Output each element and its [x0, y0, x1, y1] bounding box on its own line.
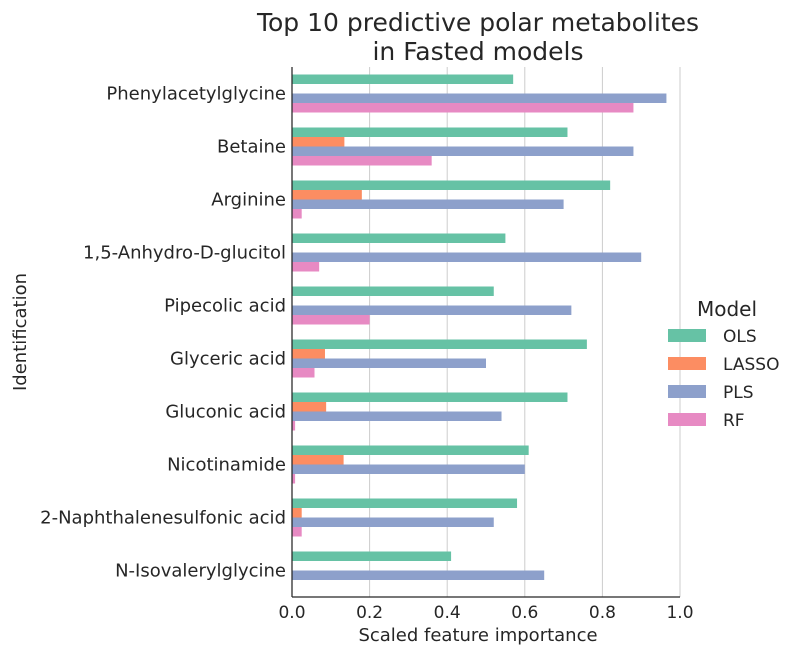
y-tick-label: N-Isovalerylglycine: [115, 561, 286, 582]
x-axis-title: Scaled feature importance: [358, 625, 597, 646]
bar-pls-1: [292, 146, 634, 156]
bar-rf-6: [292, 421, 296, 431]
bar-ols-9: [292, 551, 452, 561]
legend-swatch-pls: [668, 385, 706, 398]
x-tick-label: 0.8: [589, 603, 616, 623]
x-tick-label: 0.6: [511, 603, 538, 623]
legend-swatch-lasso: [668, 357, 706, 370]
legend-title: Model: [697, 297, 757, 321]
x-tick-label: 1.0: [666, 603, 693, 623]
bar-ols-5: [292, 339, 587, 349]
bar-ols-6: [292, 392, 568, 402]
legend-swatch-ols: [668, 329, 706, 342]
bar-rf-4: [292, 315, 370, 325]
legend-label-ols: OLS: [723, 327, 757, 347]
bar-lasso-7: [292, 455, 344, 465]
bar-ols-0: [292, 74, 514, 84]
y-tick-label: Gluconic acid: [165, 402, 286, 423]
bar-lasso-2: [292, 190, 362, 200]
axes: [291, 67, 680, 598]
bar-ols-4: [292, 286, 494, 296]
x-tick-label: 0.0: [278, 603, 305, 623]
chart-title-line-1: Top 10 predictive polar metabolites: [256, 8, 699, 37]
bar-rf-5: [292, 368, 315, 378]
bar-ols-1: [292, 127, 568, 137]
bar-rf-0: [292, 103, 634, 113]
bar-rf-2: [292, 209, 302, 219]
bar-ols-3: [292, 233, 506, 243]
bars: [292, 74, 667, 580]
y-tick-label: 2-Naphthalenesulfonic acid: [40, 508, 286, 529]
y-tick-label: Nicotinamide: [167, 455, 286, 476]
bar-ols-8: [292, 498, 518, 508]
bar-lasso-5: [292, 349, 325, 359]
bar-ols-2: [292, 180, 611, 190]
bar-lasso-8: [292, 508, 302, 518]
bar-pls-0: [292, 93, 667, 103]
bar-pls-6: [292, 411, 502, 421]
bar-pls-8: [292, 517, 494, 527]
legend-swatch-rf: [668, 413, 706, 426]
bar-pls-5: [292, 358, 486, 368]
x-tick-label: 0.2: [356, 603, 383, 623]
legend-label-lasso: LASSO: [723, 355, 779, 375]
legend-label-rf: RF: [723, 411, 745, 431]
bar-rf-7: [292, 474, 296, 484]
y-tick-label: Arginine: [211, 190, 286, 211]
bar-pls-7: [292, 464, 525, 474]
bar-lasso-6: [292, 402, 327, 412]
y-tick-label: Phenylacetylglycine: [106, 84, 286, 105]
bar-pls-9: [292, 570, 545, 580]
legend: Model OLS LASSO PLS RF: [668, 297, 779, 431]
bar-pls-3: [292, 252, 642, 262]
chart-title-line-2: in Fasted models: [372, 37, 583, 66]
y-axis-title: Identification: [10, 273, 31, 391]
bar-pls-4: [292, 305, 572, 315]
bar-rf-8: [292, 527, 302, 537]
y-tick-label: Pipecolic acid: [164, 296, 286, 317]
labels: 0.0 0.2 0.4 0.6 0.8 1.0 Phenylacetylglycine Bet…: [10, 8, 699, 646]
y-tick-label: Betaine: [217, 137, 286, 158]
bar-pls-2: [292, 199, 564, 209]
bar-rf-3: [292, 262, 320, 272]
x-tick-label: 0.4: [434, 603, 461, 623]
bar-rf-1: [292, 156, 432, 166]
legend-label-pls: PLS: [723, 383, 754, 403]
bar-lasso-1: [292, 137, 345, 147]
y-tick-label: 1,5-Anhydro-D-glucitol: [83, 243, 286, 264]
bar-ols-7: [292, 445, 529, 455]
y-tick-label: Glyceric acid: [170, 349, 286, 370]
